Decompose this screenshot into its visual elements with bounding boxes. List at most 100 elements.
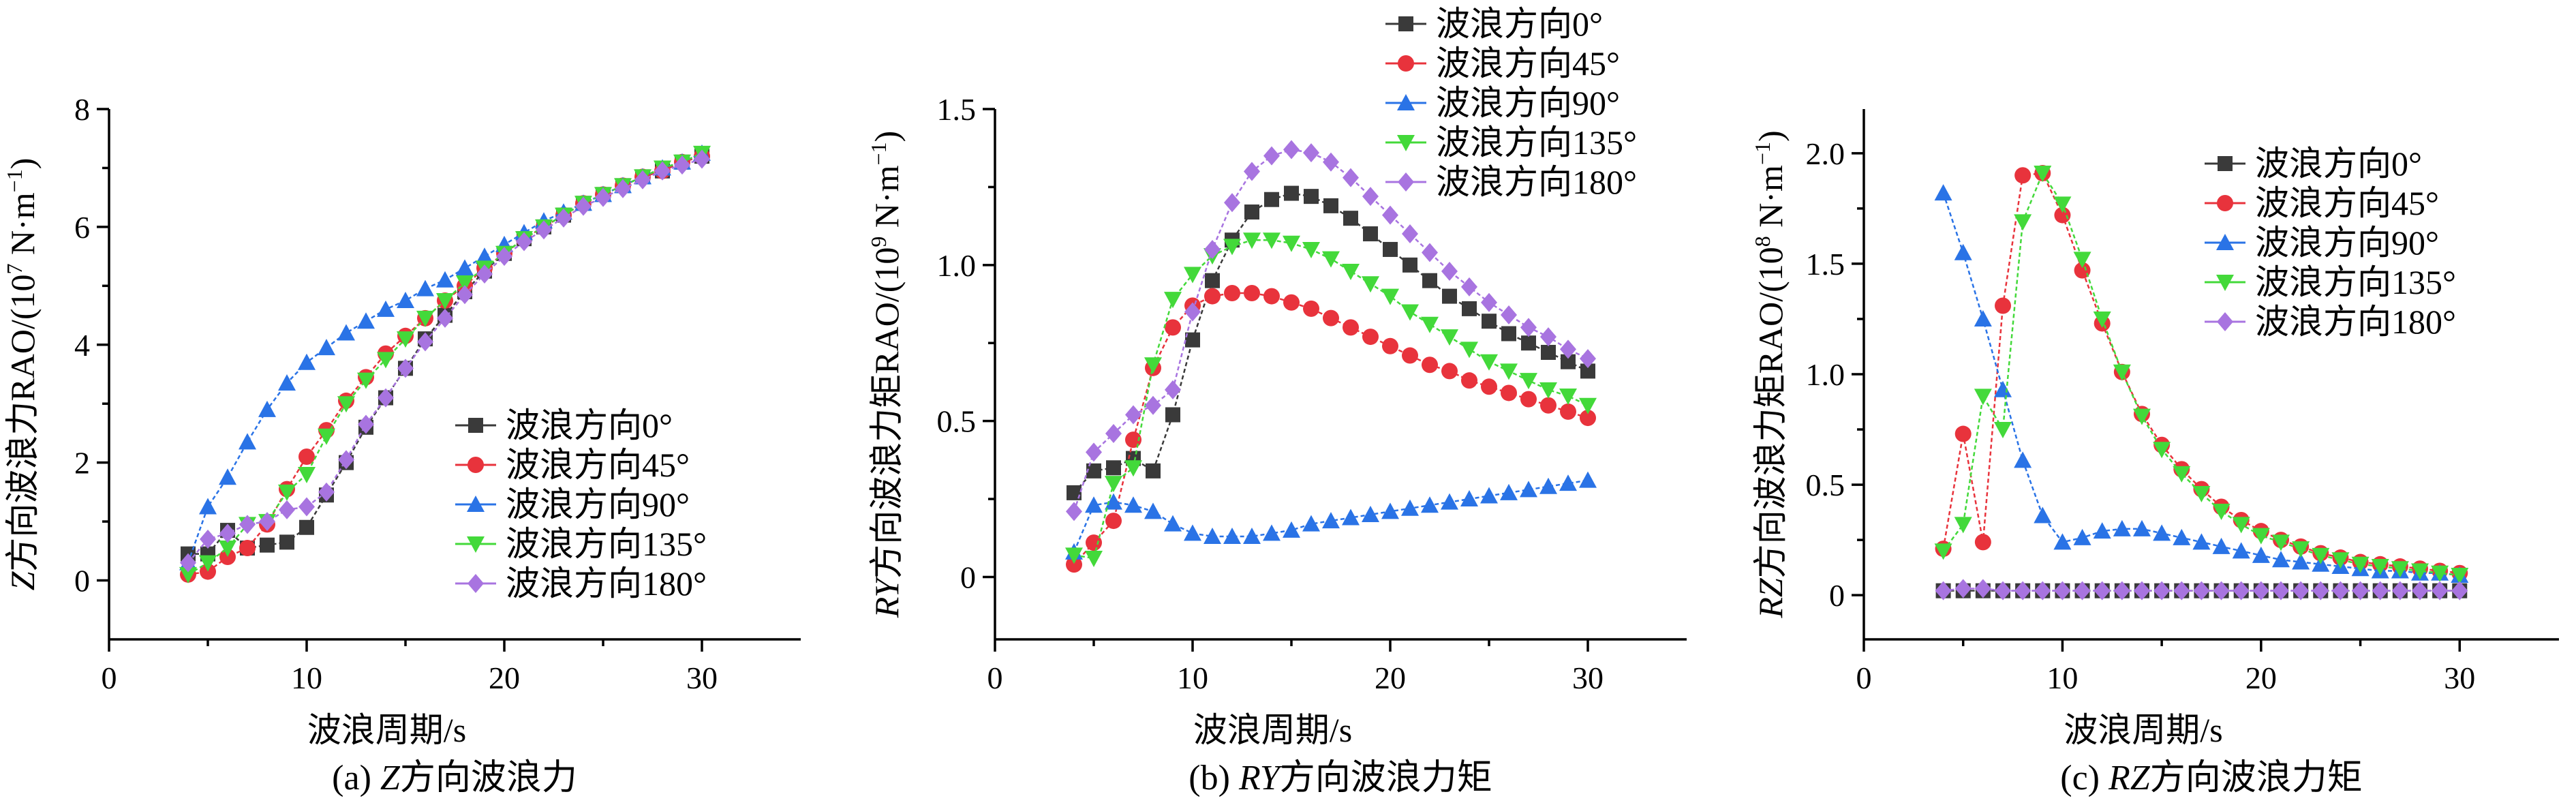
series-2 (1065, 471, 1597, 560)
data-point (2351, 556, 2370, 573)
y-axis-title: RY方向波浪力矩RAO/(109 N·m−1) (866, 131, 906, 618)
data-point (2371, 559, 2389, 576)
data-point (2073, 528, 2091, 545)
data-point (1954, 243, 1972, 260)
data-point (1540, 397, 1557, 414)
data-point (2411, 563, 2429, 580)
data-point (1145, 395, 1161, 415)
data-point (1065, 547, 1083, 564)
legend-item: 波浪方向45° (455, 446, 690, 484)
data-point (2192, 486, 2211, 503)
data-point (2094, 581, 2111, 601)
legend-label: 波浪方向135° (1436, 123, 1637, 162)
series-0 (1067, 185, 1595, 500)
data-point (1461, 372, 1477, 389)
data-point (279, 500, 295, 519)
data-point (1560, 403, 1576, 420)
data-point (1934, 184, 1952, 201)
data-point (1085, 551, 1103, 568)
data-point (1302, 515, 1320, 532)
data-point (1263, 288, 1280, 305)
data-point (1422, 356, 1438, 374)
x-tick-label: 0 (1856, 660, 1872, 695)
data-point (1480, 354, 1498, 371)
data-point (1520, 373, 1537, 390)
data-point (555, 208, 572, 228)
legend-item: 波浪方向180° (455, 564, 707, 603)
data-point (1283, 294, 1300, 311)
panel-caption: (b) RY方向波浪力矩 (1189, 759, 1492, 798)
legend-label: 波浪方向45° (506, 446, 690, 484)
data-point (239, 433, 256, 450)
x-axis-title: 波浪周期/s (307, 711, 466, 749)
data-point (1203, 527, 1221, 544)
series-4 (180, 149, 710, 573)
x-tick-label: 20 (489, 660, 520, 695)
legend-marker (468, 418, 483, 433)
data-point (1322, 512, 1340, 529)
data-point (1520, 318, 1537, 337)
data-point (397, 291, 414, 308)
data-point (1994, 380, 2012, 397)
legend-marker (2217, 195, 2233, 211)
legend-item: 波浪方向90° (1385, 84, 1620, 122)
legend-marker (1397, 94, 1415, 110)
legend-marker (467, 496, 485, 512)
data-point (1442, 288, 1457, 304)
data-point (2113, 364, 2131, 381)
data-point (1303, 300, 1319, 317)
data-point (2331, 552, 2350, 569)
data-point (1460, 341, 1478, 359)
data-point (1302, 241, 1320, 258)
data-point (2292, 541, 2310, 558)
data-point (1501, 305, 1517, 325)
legend-label: 波浪方向180° (2255, 303, 2456, 341)
data-point (2153, 581, 2171, 601)
data-point (1540, 327, 1557, 347)
data-point (377, 352, 395, 369)
y-axis-title: Z方向波浪力RAO/(107 N·m−1) (2, 158, 42, 591)
data-point (476, 247, 493, 264)
data-point (1124, 460, 1142, 477)
data-point (180, 553, 196, 573)
data-point (634, 170, 651, 189)
data-point (2212, 537, 2230, 554)
data-point (2134, 581, 2150, 601)
data-point (1974, 309, 1992, 326)
data-point (1539, 477, 1557, 494)
data-point (1124, 496, 1142, 513)
data-point (2232, 542, 2250, 559)
data-point (2034, 506, 2052, 523)
data-point (2372, 581, 2389, 601)
data-point (2352, 581, 2369, 601)
legend-item: 波浪方向180° (1385, 163, 1637, 201)
x-tick-label: 20 (2245, 660, 2277, 695)
legend-label: 波浪方向135° (506, 525, 707, 563)
data-point (2054, 207, 2071, 224)
data-point (358, 414, 374, 434)
data-point (239, 515, 256, 534)
data-point (1580, 410, 1596, 427)
data-point (1244, 204, 1259, 220)
y-tick-label: 0 (74, 564, 90, 598)
data-point (1994, 422, 2012, 439)
data-point (2193, 581, 2210, 601)
legend-label: 波浪方向135° (2255, 263, 2456, 301)
legend-marker (2217, 312, 2233, 331)
data-point (1086, 534, 1102, 551)
data-point (476, 264, 493, 284)
data-point (1520, 481, 1537, 498)
data-point (1580, 349, 1596, 369)
data-point (1480, 487, 1498, 504)
y-tick-label: 1.5 (1806, 247, 1845, 282)
data-point (377, 300, 395, 317)
data-point (259, 512, 275, 532)
data-point (2093, 522, 2111, 539)
data-point (1283, 140, 1300, 160)
data-point (1383, 241, 1398, 257)
data-point (1066, 556, 1082, 573)
data-point (1263, 232, 1281, 249)
data-point (1579, 397, 1597, 414)
x-tick-label: 20 (1375, 660, 1406, 695)
data-point (674, 155, 690, 175)
